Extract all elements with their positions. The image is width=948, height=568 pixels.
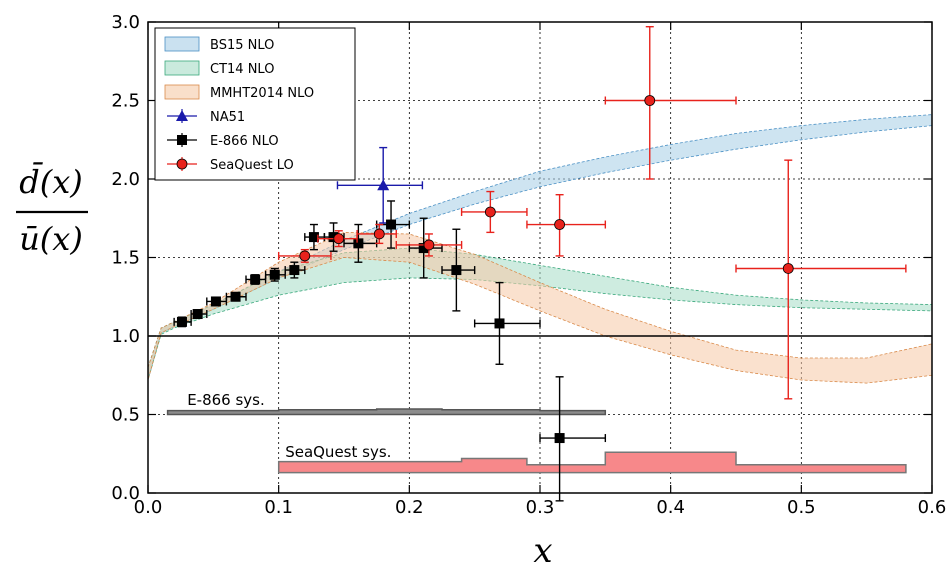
data-point	[190, 309, 208, 320]
x-tick-label: 0.3	[526, 497, 555, 518]
legend-swatch	[164, 36, 200, 52]
data-point	[408, 217, 443, 279]
data-point	[441, 228, 476, 312]
data-point	[245, 274, 267, 285]
marker-circle	[333, 233, 345, 245]
marker-square	[308, 232, 319, 243]
sys-band-seaquest-sys-	[277, 451, 907, 474]
legend-swatch	[164, 60, 200, 76]
data-point	[526, 193, 607, 257]
data-point	[317, 230, 358, 248]
marker-square	[418, 243, 429, 254]
data-point	[473, 281, 541, 365]
legend-label: BS15 NLO	[210, 38, 274, 53]
x-tick-label: 0.2	[395, 497, 424, 518]
data-point	[225, 291, 247, 302]
data-point	[604, 26, 737, 180]
marker-square	[250, 274, 261, 285]
marker-square	[210, 296, 221, 307]
marker-circle	[484, 206, 496, 218]
y-axis-label-denominator: ū(x)	[19, 220, 83, 258]
marker-square	[289, 265, 300, 276]
axis-ticks: 0.0 0.1 0.2 0.3 0.4 0.5 0.6 0.0 0.5 1.0 1.5 2.0 2.5 3…	[111, 12, 946, 518]
data-point	[336, 146, 424, 224]
marker-triangle	[377, 179, 390, 191]
data-points	[173, 26, 907, 502]
data-point	[735, 159, 907, 400]
annotations: E-866 sys. SeaQuest sys.	[187, 391, 391, 461]
data-point	[395, 233, 463, 257]
legend-marker	[177, 135, 187, 145]
annotation-label: E-866 sys.	[187, 391, 265, 409]
sys-band-e-866-sys-	[166, 408, 607, 416]
marker-square	[192, 309, 203, 320]
x-tick-label: 0.1	[264, 497, 293, 518]
legend: BS15 NLO CT14 NLO MMHT2014 NLO NA51 E-866 NL…	[154, 27, 356, 181]
marker-square	[230, 291, 241, 302]
data-point	[539, 376, 607, 502]
y-tick-label: 0.0	[111, 483, 140, 504]
x-tick-label: 0.6	[918, 497, 947, 518]
legend-label: NA51	[210, 110, 245, 125]
x-tick-label: 0.4	[656, 497, 685, 518]
data-point	[460, 190, 528, 234]
systematic-bands	[166, 408, 907, 474]
y-axis-label: d̄(x) ū(x)	[16, 162, 88, 258]
marker-circle	[299, 250, 311, 262]
marker-square	[328, 232, 339, 243]
y-tick-label: 3.0	[111, 12, 140, 33]
legend-swatch	[164, 84, 200, 100]
y-tick-label: 1.0	[111, 326, 140, 347]
marker-circle	[373, 228, 385, 240]
annotation-label: SeaQuest sys.	[285, 443, 391, 461]
x-tick-label: 0.0	[134, 497, 163, 518]
data-point	[277, 248, 332, 263]
data-point	[284, 261, 306, 279]
marker-square	[353, 238, 364, 249]
marker-square	[494, 318, 505, 329]
y-tick-label: 2.5	[111, 91, 140, 112]
x-axis-label: x	[533, 531, 552, 568]
data-point	[343, 223, 378, 263]
series-e-866-nlo	[173, 200, 607, 502]
y-tick-label: 0.5	[111, 405, 140, 426]
marker-square	[451, 265, 462, 276]
series-na51	[336, 146, 424, 224]
marker-circle	[423, 239, 435, 251]
x-tick-label: 0.5	[787, 497, 816, 518]
legend-label: E-866 NLO	[210, 134, 279, 149]
marker-circle	[644, 95, 656, 106]
marker-square	[176, 316, 187, 327]
data-point	[173, 316, 192, 328]
legend-label: MMHT2014 NLO	[210, 86, 314, 101]
marker-circle	[554, 219, 565, 230]
legend-label: SeaQuest LO	[210, 158, 294, 173]
marker-square	[269, 269, 280, 280]
marker-square	[386, 219, 397, 230]
legend-box	[154, 27, 356, 181]
marker-circle	[782, 263, 794, 274]
band-ct14-nlo	[147, 247, 933, 381]
legend-marker	[176, 158, 188, 170]
data-point	[356, 223, 397, 245]
marker-square	[554, 433, 565, 444]
y-axis-label-numerator: d̄(x)	[19, 162, 83, 201]
y-tick-label: 1.5	[111, 248, 140, 269]
legend-label: CT14 NLO	[210, 62, 274, 77]
legend-marker	[176, 110, 188, 121]
y-tick-label: 2.0	[111, 169, 140, 190]
series-seaquest-lo	[277, 26, 907, 400]
